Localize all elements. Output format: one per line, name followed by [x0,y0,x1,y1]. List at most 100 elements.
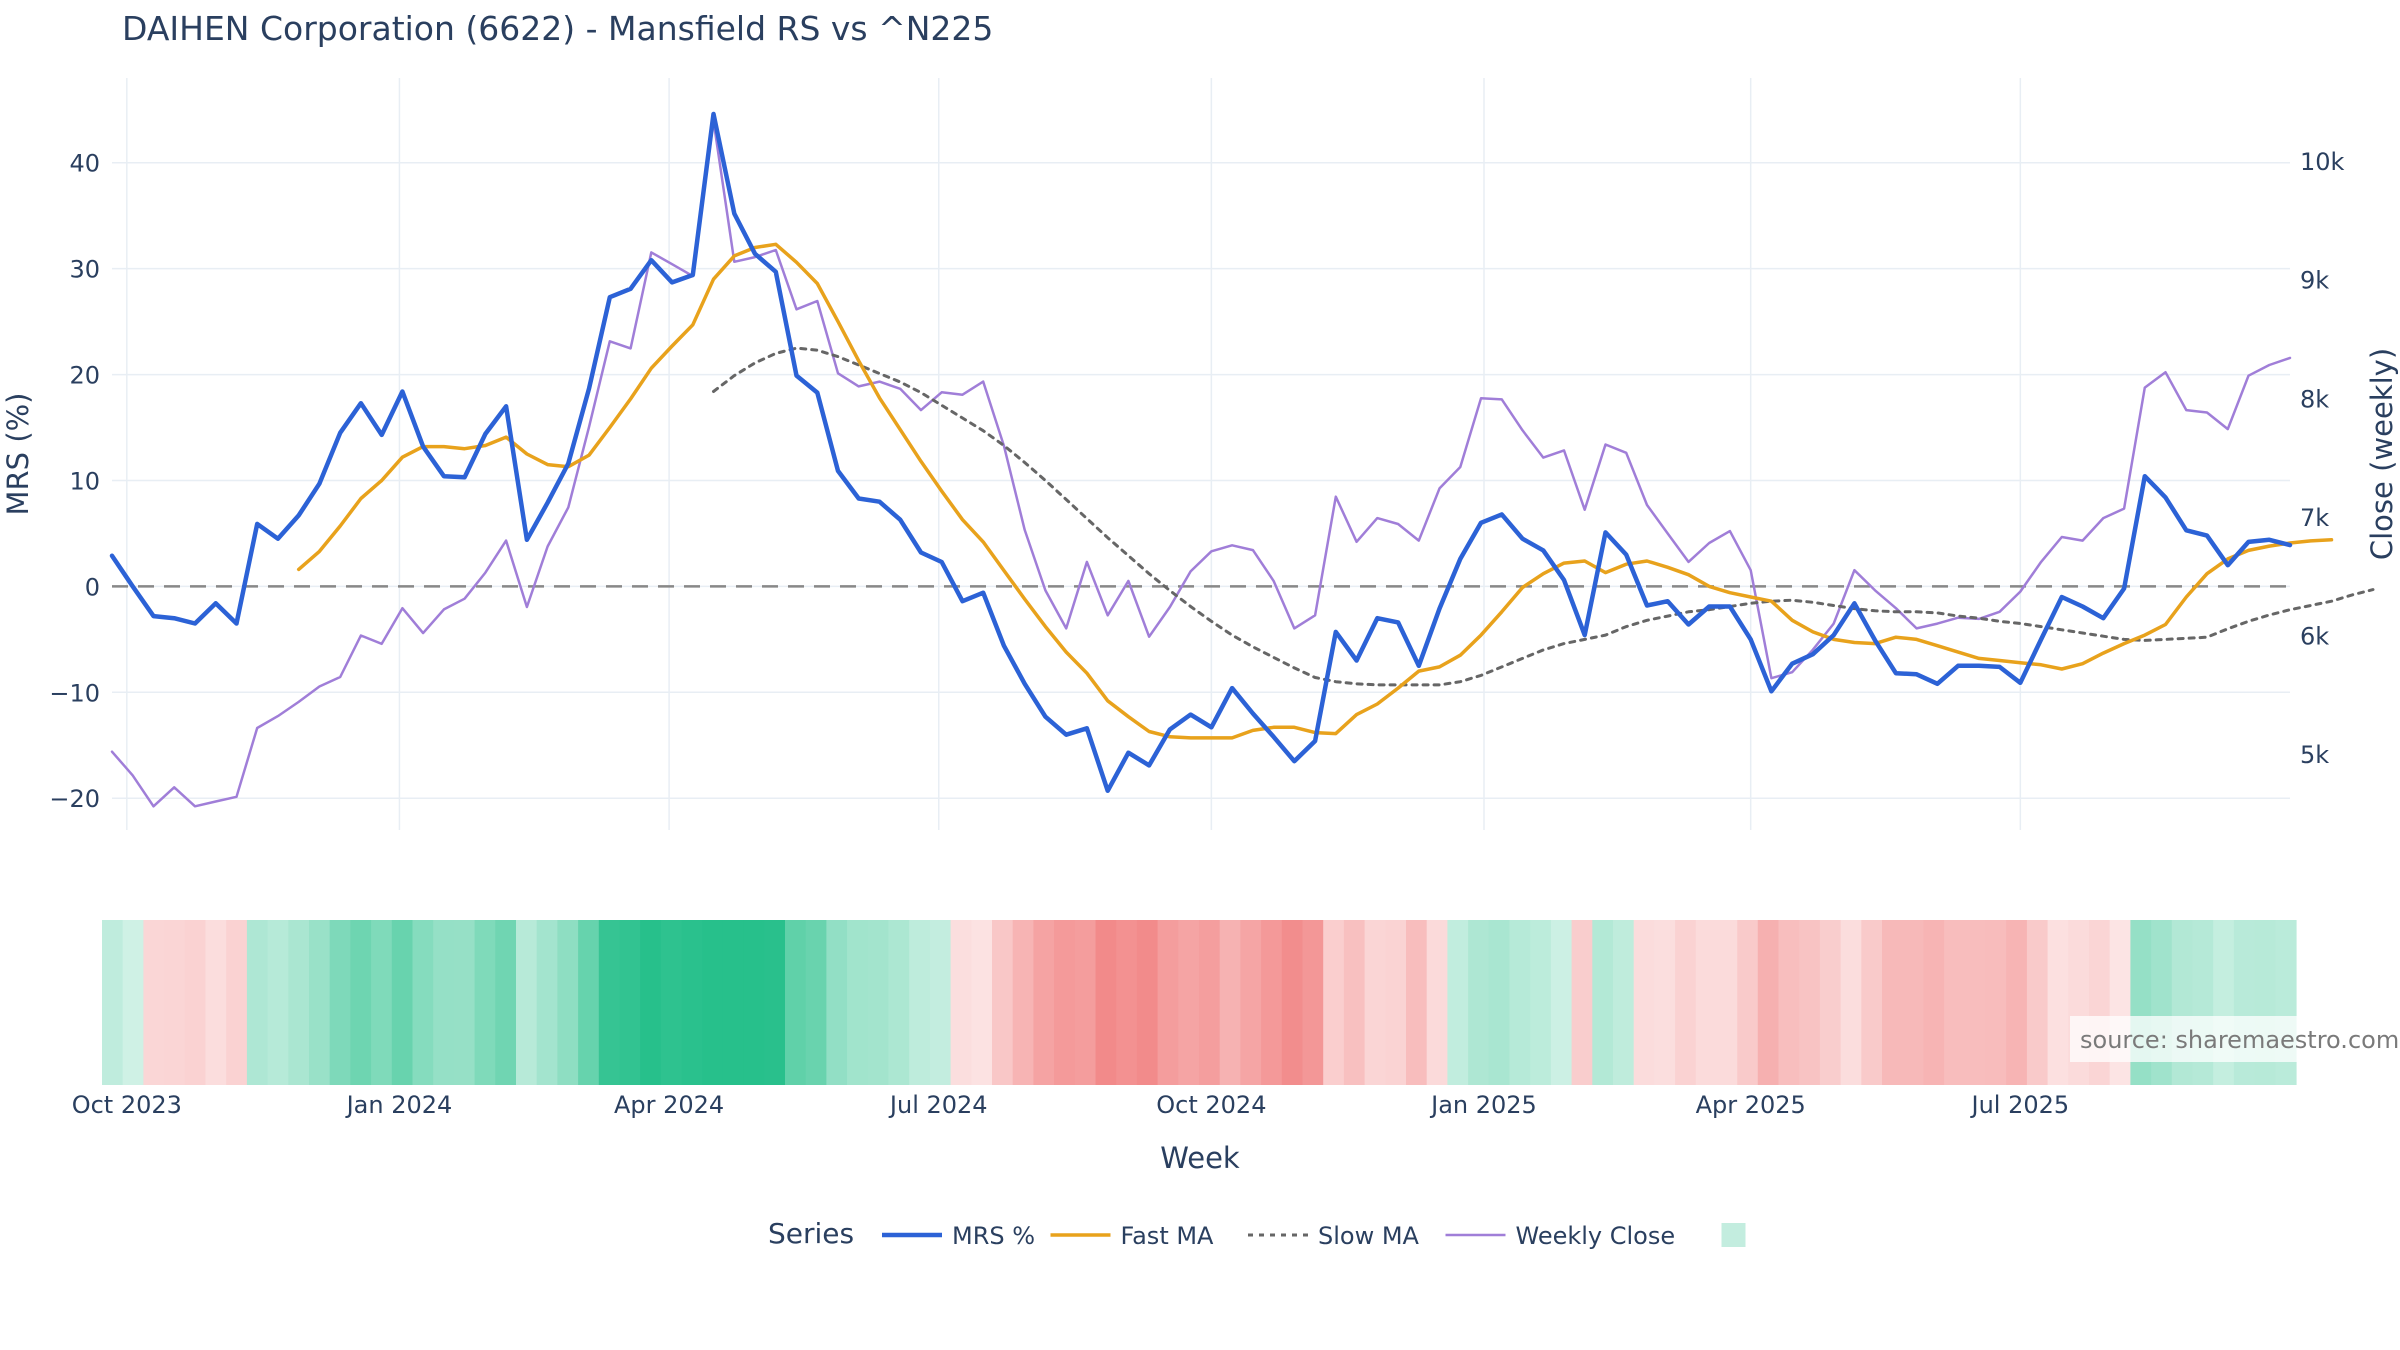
heat-cell [1178,920,1200,1085]
y-left-tick-label: −20 [49,785,100,813]
heat-cell [226,920,248,1085]
heat-cell [992,920,1014,1085]
heat-cell [474,920,496,1085]
heat-cell [722,920,745,1085]
y-left-tick-label: −10 [49,679,100,707]
heat-cell [1385,920,1407,1085]
heat-cell [412,920,434,1085]
heat-cell [1964,920,1987,1085]
heat-cell [1012,920,1034,1085]
heat-cell [826,920,848,1085]
heat-cell [1157,920,1179,1085]
heat-cell [453,920,476,1085]
heat-cell [1054,920,1076,1085]
grid-lines [112,78,2290,830]
series-line-weekly-close [110,119,2292,808]
heat-cell [640,920,662,1085]
x-tick-label: Apr 2024 [614,1091,724,1119]
heat-cell [1447,920,1469,1085]
heat-cell [1323,920,1345,1085]
y-left-tick-label: 20 [69,362,100,390]
x-tick-label: Jan 2024 [345,1091,453,1119]
heat-cell [785,920,807,1085]
heat-cell [1281,920,1304,1085]
heat-cell [557,920,579,1085]
heat-cell [371,920,393,1085]
heat-cell [1095,920,1117,1085]
source-annotation: source: sharemaestro.com [2070,1016,2400,1062]
heat-cell [1116,920,1138,1085]
y-right-tick-label: 6k [2300,622,2329,650]
y-right-tick-label: 5k [2300,741,2329,769]
heat-cell [1468,920,1490,1085]
heat-cell [1654,920,1676,1085]
heat-cell [950,920,972,1085]
heat-cell [1571,920,1593,1085]
heat-cell [743,920,765,1085]
heat-cell [660,920,683,1085]
heat-cell [329,920,351,1085]
heat-cell [1923,920,1945,1085]
heat-cell [1074,920,1097,1085]
x-tick-label: Oct 2024 [1156,1091,1266,1119]
y-left-tick-label: 30 [69,256,100,284]
legend: Series MRS % Fast MA Slow MA Weekly Close [768,1217,1746,1250]
heat-cell [1219,920,1241,1085]
y-left-tick-label: 40 [69,150,100,178]
x-tick-label: Jan 2025 [1429,1091,1537,1119]
y-right-tick-label: 10k [2300,148,2345,176]
heat-cell [122,920,144,1085]
heat-cell [164,920,186,1085]
legend-label: Fast MA [1121,1222,1215,1250]
heat-cell [102,920,124,1085]
heat-cell [516,920,538,1085]
heat-cell [702,920,724,1085]
legend-label: Weekly Close [1516,1222,1676,1250]
y-axis-left-title: MRS (%) [1,393,35,516]
heat-cell [1819,920,1842,1085]
series-line-mrs [109,111,2293,794]
x-tick-label: Jul 2025 [1970,1091,2070,1119]
heat-cell [1364,920,1386,1085]
heat-cell [1902,920,1924,1085]
x-tick-label: Oct 2023 [72,1091,182,1119]
heat-cell [350,920,372,1085]
y-left-tick-label: 10 [69,467,100,495]
x-tick-label: Apr 2025 [1696,1091,1806,1119]
heat-cell [1488,920,1511,1085]
series-layer [109,111,2375,808]
heat-cell [578,920,600,1085]
heat-cell [805,920,827,1085]
heat-cell [867,920,890,1085]
heat-cell [2047,920,2069,1085]
heat-cell [888,920,910,1085]
heat-cell [1033,920,1055,1085]
heat-cell [1509,920,1531,1085]
heat-cell [205,920,227,1085]
heat-cell [929,920,952,1085]
heat-cell [1778,920,1800,1085]
heat-cell [184,920,207,1085]
heat-cell [1302,920,1324,1085]
x-axis: Oct 2023 Jan 2024 Apr 2024 Jul 2024 Oct 2024… [72,1091,2069,1119]
heat-cell [2006,920,2028,1085]
heat-cell [1633,920,1655,1085]
legend-title: Series [768,1217,854,1250]
legend-label: Slow MA [1318,1222,1420,1250]
heat-cell [619,920,641,1085]
heat-cell [1199,920,1221,1085]
heat-cell [391,920,414,1085]
left-axis: −20 −10 0 10 20 30 40 [49,150,100,813]
heat-cell [2026,920,2049,1085]
heat-cell [246,920,269,1085]
heat-strip [102,920,2297,1085]
heat-cell [1592,920,1614,1085]
heat-cell [1861,920,1883,1085]
y-right-tick-label: 7k [2300,504,2329,532]
heat-cell [1530,920,1552,1085]
heat-cell [909,920,931,1085]
source-background [2070,1016,2400,1062]
heat-cell [1343,920,1366,1085]
heat-cell [1406,920,1428,1085]
